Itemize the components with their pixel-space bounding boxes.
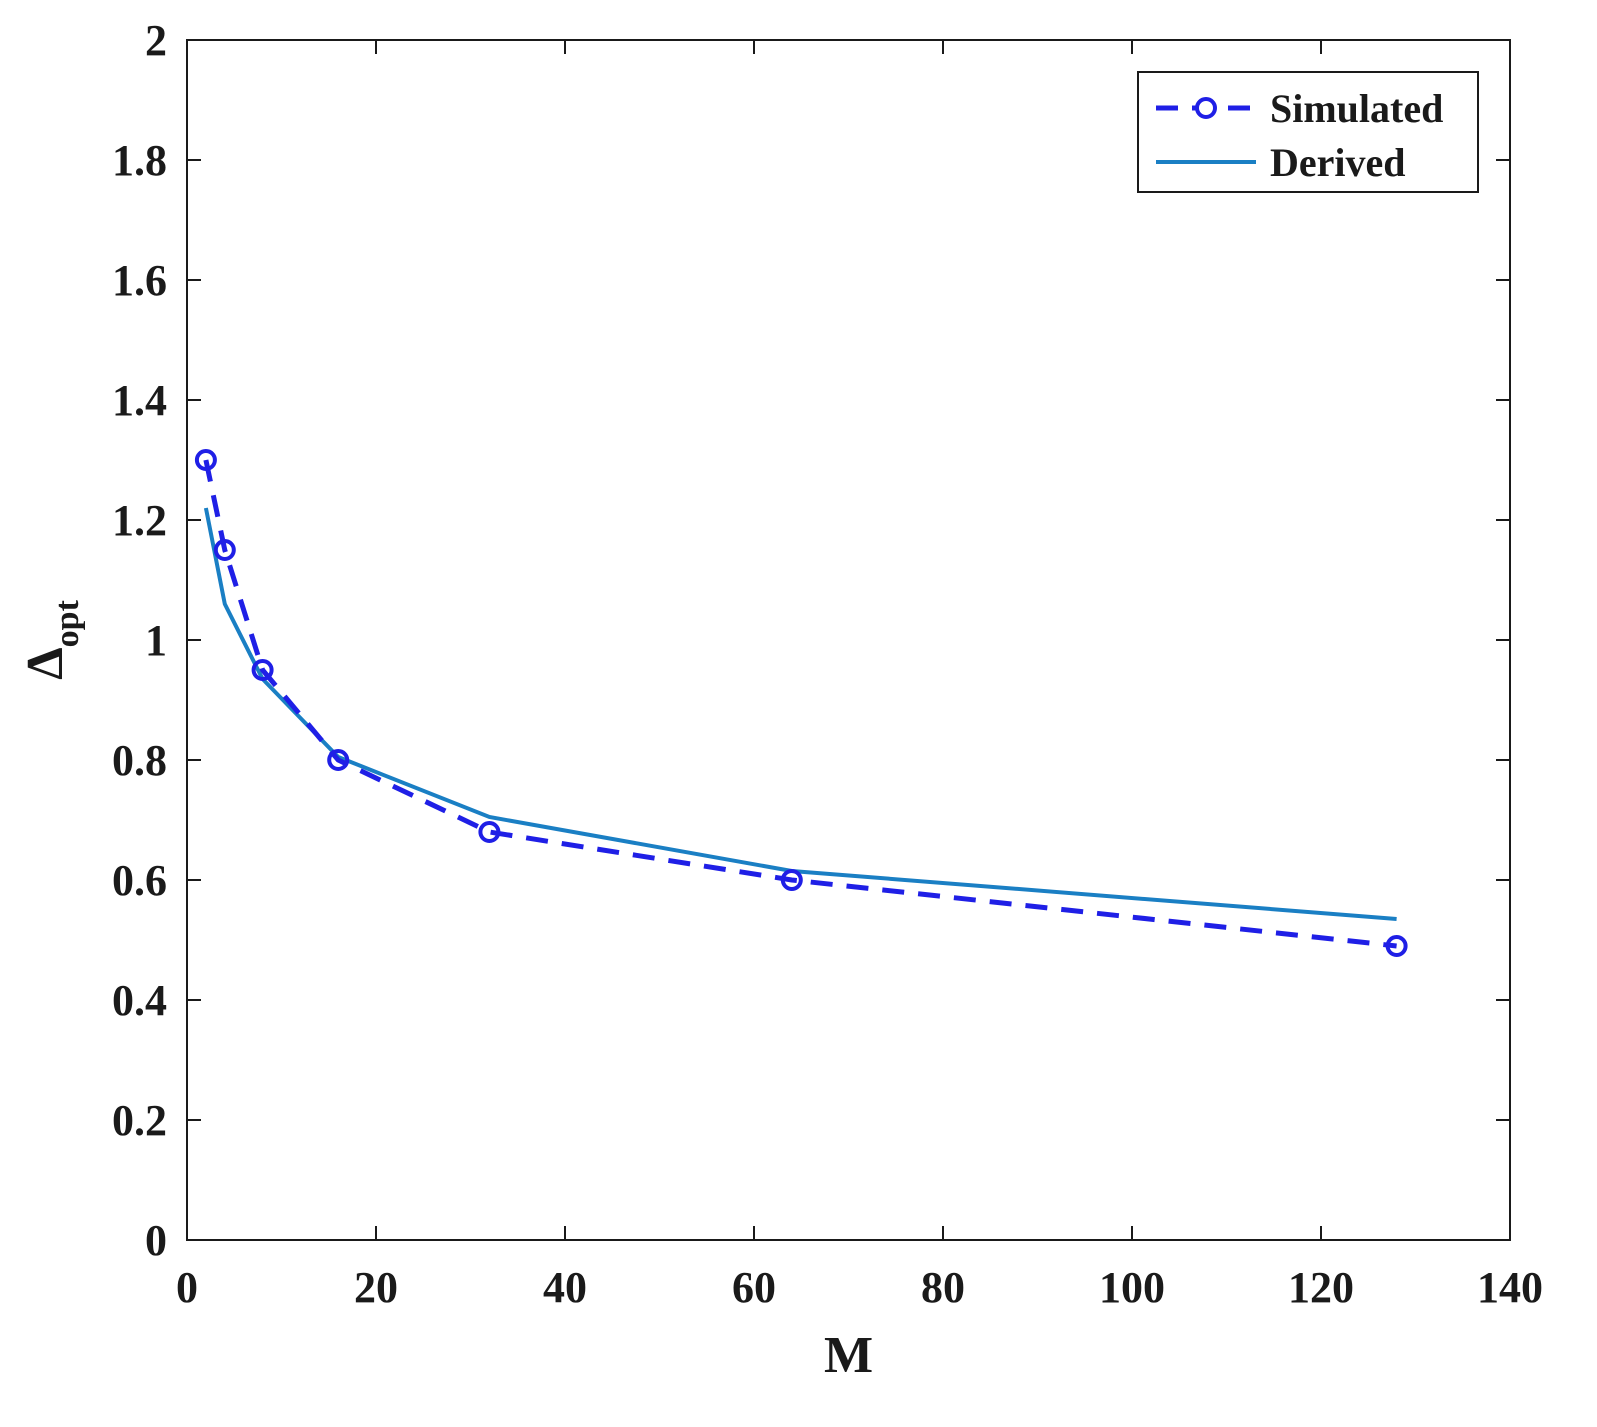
x-tick-label: 40	[543, 1263, 587, 1312]
x-tick-label: 140	[1477, 1263, 1543, 1312]
y-tick-label: 1.6	[112, 256, 167, 305]
legend-label-derived: Derived	[1270, 140, 1406, 185]
series-layer	[194, 449, 1408, 957]
legend: Simulated Derived	[1137, 71, 1479, 193]
x-tick-label: 20	[354, 1263, 398, 1312]
x-tick-label: 80	[921, 1263, 965, 1312]
data-point-simulated	[194, 449, 217, 471]
legend-box	[1137, 71, 1479, 193]
y-tick-label: 1.2	[112, 496, 167, 545]
y-tick-label: 2	[145, 16, 167, 65]
y-tick-label: 0	[145, 1216, 167, 1265]
data-point-simulated	[251, 659, 274, 681]
data-point-simulated	[780, 869, 803, 891]
y-tick-label: 1	[145, 616, 167, 665]
data-point-simulated	[478, 821, 501, 843]
data-point-simulated	[213, 539, 236, 561]
y-tick-label: 0.6	[112, 856, 167, 905]
series-line-simulated	[203, 459, 1397, 949]
legend-marker-simulated	[1195, 97, 1217, 119]
x-axis-label: M	[824, 1327, 873, 1384]
x-tick-label: 60	[732, 1263, 776, 1312]
y-axis-label-main: Δ	[17, 647, 74, 680]
data-point-simulated	[327, 749, 350, 771]
y-axis-label-sub: opt	[49, 599, 86, 647]
series-line-derived	[203, 507, 1397, 921]
y-tick-label: 1.4	[112, 376, 167, 425]
x-tick-label: 100	[1099, 1263, 1165, 1312]
x-axis-ticks: 0 20 40 60 80 100 120 140	[176, 40, 1543, 1312]
x-tick-label: 0	[176, 1263, 198, 1312]
y-tick-label: 0.2	[112, 1096, 167, 1145]
y-axis-label: Δopt	[17, 599, 86, 680]
x-tick-label: 120	[1288, 1263, 1354, 1312]
y-tick-label: 0.8	[112, 736, 167, 785]
data-point-simulated	[1385, 935, 1408, 957]
legend-label-simulated: Simulated	[1270, 86, 1443, 131]
y-axis-ticks: 0 0.2 0.4 0.6 0.8 1 1.2 1.4 1.6 1.8 2	[112, 16, 1510, 1265]
y-tick-label: 0.4	[112, 976, 167, 1025]
plot-area-frame	[186, 39, 1511, 1241]
y-tick-label: 1.8	[112, 136, 167, 185]
